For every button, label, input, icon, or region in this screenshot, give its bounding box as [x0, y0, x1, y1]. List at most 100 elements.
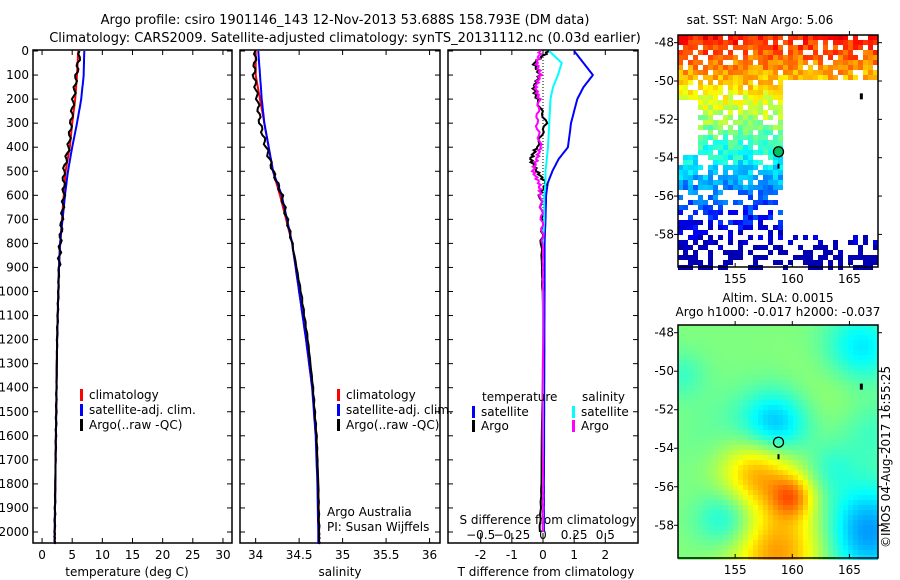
map-cell	[858, 535, 863, 540]
map-cell	[703, 335, 708, 340]
map-cell	[828, 345, 833, 350]
map-cell	[703, 35, 708, 40]
map-cell	[778, 365, 783, 370]
map-cell	[723, 330, 728, 335]
map-cell	[763, 335, 768, 340]
map-cell	[868, 495, 873, 500]
map-cell	[728, 460, 733, 465]
map-cell	[688, 505, 693, 510]
map-cell	[678, 475, 683, 480]
map-cell	[788, 405, 793, 410]
map-cell	[763, 405, 768, 410]
map-cell	[833, 435, 838, 440]
map-cell	[713, 535, 718, 540]
map-cell	[708, 330, 713, 335]
map-cell	[813, 245, 818, 250]
map-cell	[738, 180, 743, 185]
map-cell	[683, 390, 688, 395]
map-cell	[768, 465, 773, 470]
map-cell	[713, 135, 718, 140]
map-cell	[818, 365, 823, 370]
map-cell	[793, 365, 798, 370]
map-cell	[868, 375, 873, 380]
map-cell	[698, 235, 703, 240]
map-cell	[678, 65, 683, 70]
map-cell	[863, 380, 868, 385]
map-cell	[808, 465, 813, 470]
map-cell	[778, 460, 783, 465]
x-tick-label: 36	[422, 548, 437, 562]
map-cell	[678, 415, 683, 420]
map-cell	[778, 75, 783, 80]
map-cell	[733, 255, 738, 260]
x2-tick-label: 0.25	[561, 528, 588, 542]
map-cell	[798, 340, 803, 345]
map-cell	[713, 85, 718, 90]
map-cell	[823, 465, 828, 470]
map-cell	[813, 550, 818, 555]
map-cell	[838, 515, 843, 520]
map-cell	[778, 400, 783, 405]
map-cell	[698, 420, 703, 425]
map-cell	[778, 230, 783, 235]
map-cell	[688, 470, 693, 475]
map-cell	[873, 360, 878, 365]
map-cell	[863, 450, 868, 455]
sdiff-xlabel: S difference from climatology	[460, 513, 637, 527]
map-cell	[858, 450, 863, 455]
map-cell	[818, 325, 823, 330]
map-cell	[678, 470, 683, 475]
map-cell	[728, 175, 733, 180]
map-cell	[828, 460, 833, 465]
map-cell	[718, 75, 723, 80]
map-cell	[693, 60, 698, 65]
map-cell	[758, 480, 763, 485]
map-cell	[688, 550, 693, 555]
map-cell	[748, 395, 753, 400]
map-cell	[768, 520, 773, 525]
map-cell	[808, 380, 813, 385]
map-cell	[853, 520, 858, 525]
map-cell	[723, 395, 728, 400]
map-cell	[793, 360, 798, 365]
map-cell	[708, 195, 713, 200]
map-cell	[688, 400, 693, 405]
map-cell	[778, 525, 783, 530]
map-cell	[738, 495, 743, 500]
map-cell	[693, 210, 698, 215]
legend-header: temperature	[482, 390, 557, 404]
map-cell	[843, 50, 848, 55]
map-cell	[828, 70, 833, 75]
map-cell	[768, 155, 773, 160]
map-cell	[843, 340, 848, 345]
map-cell	[738, 250, 743, 255]
map-cell	[863, 50, 868, 55]
map-cell	[788, 35, 793, 40]
map-cell	[873, 370, 878, 375]
map-cell	[803, 545, 808, 550]
map-cell	[848, 425, 853, 430]
map-cell	[798, 510, 803, 515]
map-cell	[788, 550, 793, 555]
map-cell	[743, 190, 748, 195]
map-cell	[798, 370, 803, 375]
map-cell	[753, 545, 758, 550]
map-cell	[678, 40, 683, 45]
map-cell	[828, 505, 833, 510]
map-cell	[733, 185, 738, 190]
map-cell	[843, 510, 848, 515]
tdiff-xlabel: T difference from climatology	[457, 565, 635, 579]
map-cell	[838, 425, 843, 430]
map-cell	[798, 325, 803, 330]
map-cell	[783, 455, 788, 460]
map-cell	[808, 510, 813, 515]
map-cell	[798, 515, 803, 520]
y-tick-label: 0	[21, 44, 29, 58]
map-cell	[728, 515, 733, 520]
map-cell	[738, 365, 743, 370]
map-cell	[873, 240, 878, 245]
map-cell	[848, 455, 853, 460]
map-cell	[738, 245, 743, 250]
map-cell	[713, 325, 718, 330]
map-cell	[733, 500, 738, 505]
